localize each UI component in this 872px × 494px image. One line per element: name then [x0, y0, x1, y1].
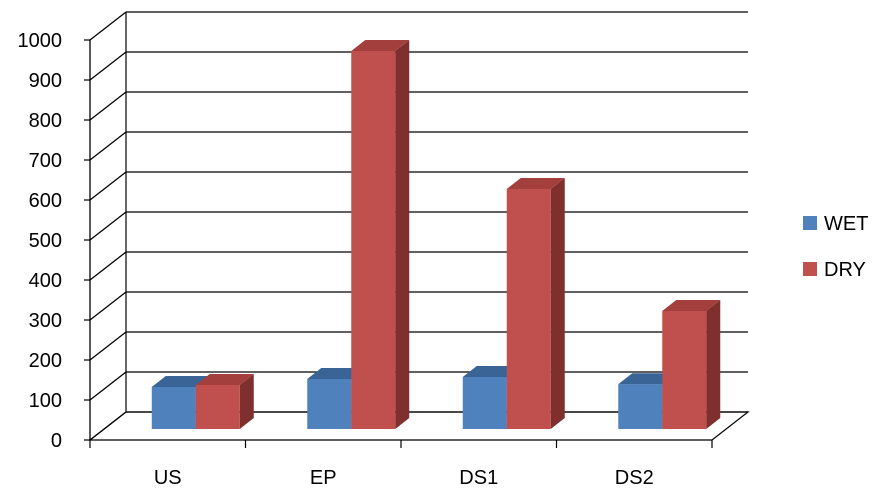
legend-swatch [803, 216, 817, 230]
y-tick-label: 0 [51, 430, 62, 452]
y-tick-label: 100 [29, 390, 62, 412]
y-tick-label: 200 [29, 350, 62, 372]
labels: 0 100 200 300 400 500 600 700 800 900 1000 US EP DS1 D… [18, 30, 654, 489]
legend: WET DRY [803, 213, 868, 281]
y-tick-label: 900 [29, 70, 62, 92]
axes [84, 12, 750, 448]
y-tick-label: 600 [29, 190, 62, 212]
y-tick-label: 1000 [18, 30, 63, 52]
bar-dry-ds1 [506, 178, 565, 429]
legend-label: DRY [824, 259, 866, 281]
gridline-diagonal [89, 131, 127, 161]
floor [88, 411, 750, 441]
gridline-diagonal [89, 171, 127, 201]
y-tick-label: 400 [29, 270, 62, 292]
y-tick-label: 500 [29, 230, 62, 252]
bar-dry-ep [351, 40, 410, 429]
gridline-diagonal [89, 331, 127, 361]
gridline-diagonal [89, 91, 127, 121]
legend-label: WET [824, 213, 868, 235]
y-tick-label: 700 [29, 150, 62, 172]
x-category-label: US [154, 467, 182, 489]
y-tick-label: 800 [29, 110, 62, 132]
bars [151, 40, 721, 429]
x-category-label: EP [310, 467, 337, 489]
x-category-label: DS1 [459, 467, 498, 489]
gridlines [89, 11, 748, 441]
gridline-diagonal [89, 251, 127, 281]
x-category-label: DS2 [615, 467, 654, 489]
legend-item-wet: WET [803, 213, 868, 235]
bar-dry-us [195, 374, 254, 429]
gridline-diagonal [89, 211, 127, 241]
gridline-diagonal [89, 51, 127, 81]
legend-swatch [803, 262, 817, 276]
bar-dry-ds2 [662, 300, 721, 429]
gridline-diagonal [89, 11, 127, 41]
gridline-diagonal [89, 291, 127, 321]
gridline-diagonal [89, 371, 127, 401]
legend-item-dry: DRY [803, 259, 866, 281]
y-tick-label: 300 [29, 310, 62, 332]
